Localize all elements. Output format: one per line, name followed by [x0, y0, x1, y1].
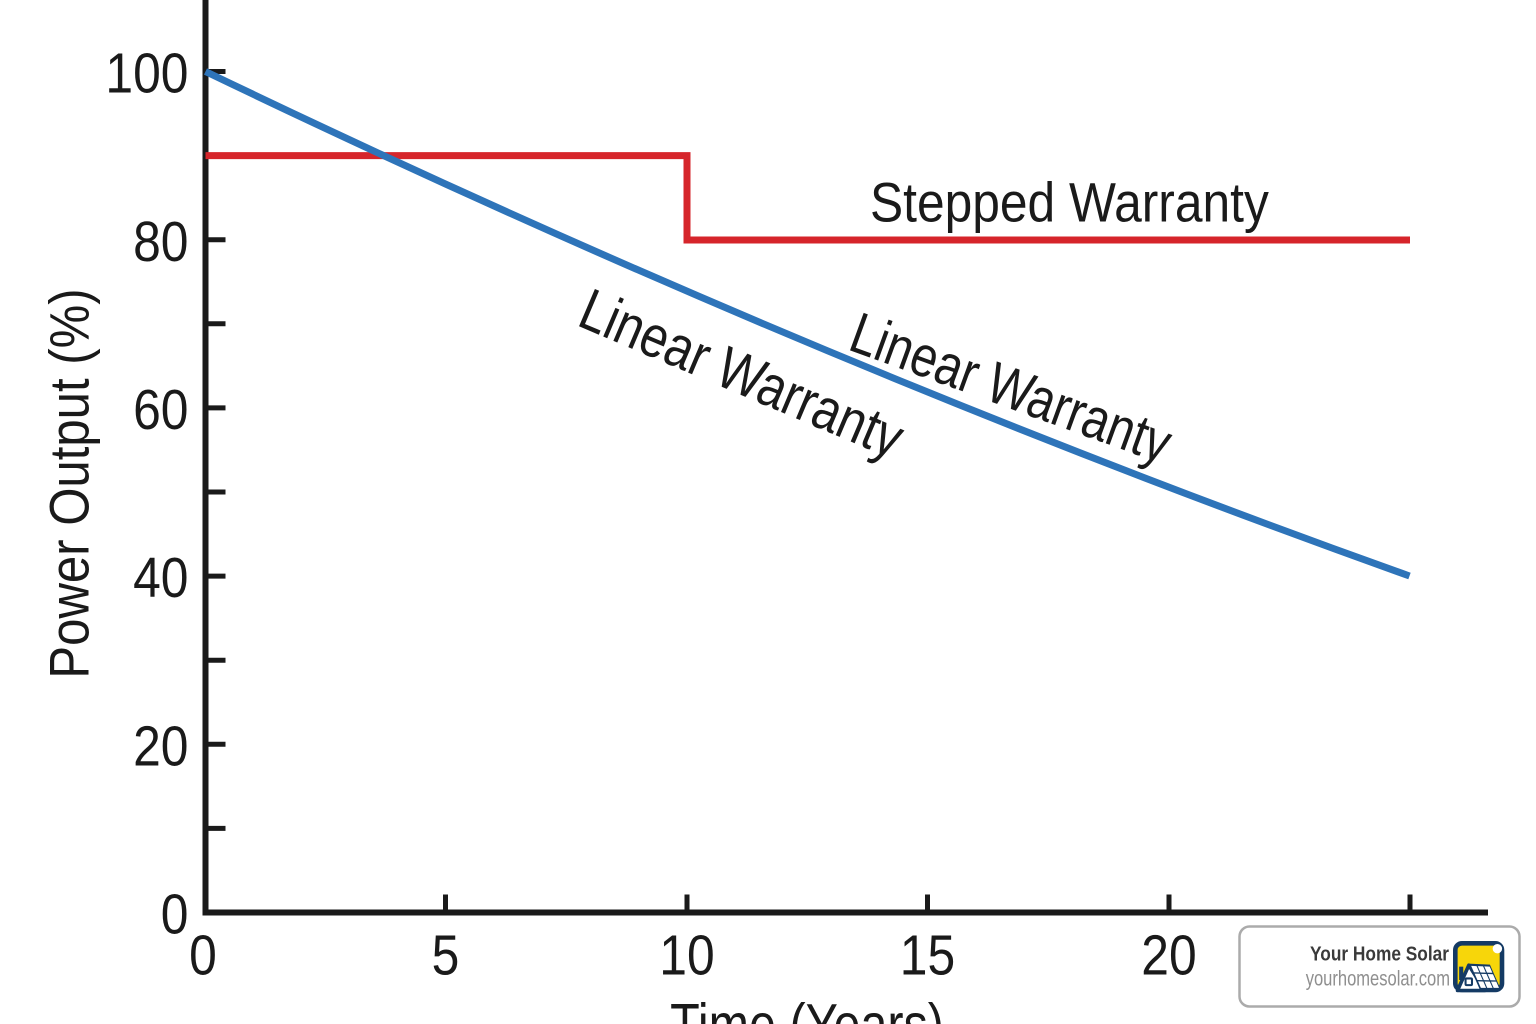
svg-text:15: 15: [900, 924, 955, 987]
svg-text:0: 0: [161, 883, 189, 946]
svg-text:Stepped Warranty: Stepped Warranty: [870, 172, 1269, 234]
svg-text:60: 60: [133, 379, 188, 442]
svg-text:100: 100: [105, 43, 188, 106]
svg-text:0: 0: [189, 924, 217, 987]
svg-text:5: 5: [432, 924, 460, 987]
svg-text:20: 20: [1141, 924, 1196, 987]
svg-text:40: 40: [133, 547, 188, 610]
svg-text:10: 10: [659, 924, 714, 987]
svg-text:yourhomesolar.com: yourhomesolar.com: [1306, 968, 1450, 991]
svg-text:Your Home Solar: Your Home Solar: [1310, 942, 1449, 964]
svg-text:Time (Years): Time (Years): [670, 994, 944, 1024]
svg-text:20: 20: [133, 715, 188, 778]
svg-text:Power Output (%): Power Output (%): [39, 288, 102, 678]
svg-text:80: 80: [133, 211, 188, 274]
